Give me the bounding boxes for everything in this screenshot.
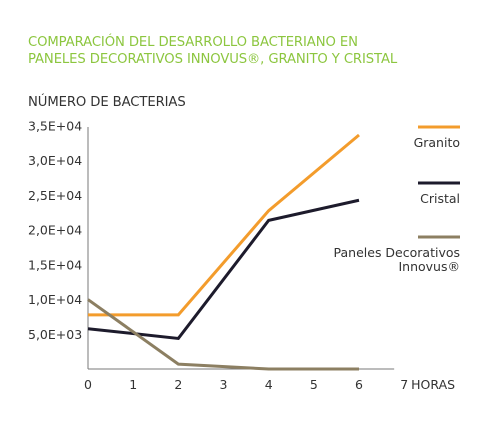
y-axis-label: NÚMERO DE BACTERIAS: [28, 95, 186, 110]
x-tick-label: 0: [84, 377, 92, 392]
chart-title: COMPARACIÓN DEL DESARROLLO BACTERIANO EN…: [28, 34, 468, 68]
x-tick-label: 5: [310, 377, 318, 392]
series-lines: [87, 133, 360, 371]
y-tick-label: 2,0E+04: [28, 223, 82, 238]
axes: 5,0E+03 1,0E+04 1,5E+04 2,0E+04 2,5E+04 3,0E+…: [28, 118, 455, 392]
series-line-2: [87, 198, 360, 341]
chart-title-line-2: PANELES DECORATIVOS INNOVUS®, GRANITO Y …: [28, 52, 398, 67]
y-tick-label: 3,0E+04: [28, 153, 82, 168]
x-axis-label: HORAS: [411, 377, 455, 392]
x-tick-label: 6: [355, 377, 363, 392]
series-line-1: [88, 133, 360, 317]
chart-title-line-1: COMPARACIÓN DEL DESARROLLO BACTERIANO EN: [28, 35, 358, 50]
legend-label: Paneles Decorativos: [334, 245, 460, 260]
x-tick-label: 4: [265, 377, 273, 392]
y-tick-label: 1,0E+04: [28, 292, 82, 307]
legend-label: Cristal: [420, 191, 460, 206]
x-tick-label: 7: [400, 377, 408, 392]
y-tick-label: 5,0E+03: [28, 327, 82, 342]
y-tick-label: 3,5E+04: [28, 118, 82, 133]
x-tick-label: 2: [174, 377, 182, 392]
y-tick-label: 2,5E+04: [28, 188, 82, 203]
x-tick-label: 3: [220, 377, 228, 392]
legend: Granito Cristal Paneles DecorativosInnovus…: [334, 125, 460, 274]
series-line-3: [87, 298, 359, 371]
y-tick-label: 1,5E+04: [28, 257, 82, 272]
legend-label: Granito: [414, 135, 460, 150]
legend-label: Innovus®: [398, 259, 460, 274]
x-tick-label: 1: [129, 377, 137, 392]
